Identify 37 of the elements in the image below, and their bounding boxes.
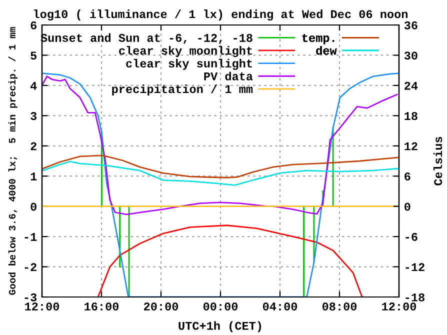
- legend-label: PV data: [204, 72, 253, 80]
- y-tick-label: 0: [30, 202, 36, 211]
- y-tick-label: 6: [30, 21, 36, 30]
- y-axis-title: Good below 3.6, 4000 lx; 5 min precip. / 1 mm: [8, 27, 18, 295]
- chart-title: log10 ( illuminance / 1 lx) ending at Wed Dec 06 noon: [34, 10, 408, 21]
- x-tick-label: 08:00: [322, 302, 357, 311]
- y2-axis-title: Celsius: [433, 136, 442, 186]
- y-tick-label: -2: [24, 263, 36, 272]
- x-tick-label: 16:00: [84, 302, 119, 311]
- x-tick-label: 04:00: [262, 302, 298, 311]
- legend-label: precipitation / 1 mm: [112, 84, 253, 96]
- y2-tick-label: 36: [404, 21, 418, 30]
- x-tick-label: 20:00: [144, 302, 178, 311]
- y2-tick-label: 18: [404, 112, 418, 120]
- legend-label: temp.: [302, 34, 334, 44]
- y-tick-label: 2: [30, 142, 36, 150]
- y-tick-label: -1: [24, 233, 37, 241]
- legend-label: dew: [316, 46, 337, 55]
- y2-tick-label: -18: [406, 293, 424, 302]
- y2-tick-label: -12: [406, 263, 424, 272]
- y2-tick-label: 12: [404, 142, 418, 150]
- x-tick-label: 12:00: [25, 302, 60, 311]
- y2-tick-label: 24: [404, 82, 418, 90]
- y2-tick-label: 30: [404, 52, 418, 60]
- y-tick-label: 4: [30, 82, 37, 90]
- y-tick-label: -3: [24, 293, 37, 302]
- legend-label: clear sky sunlight: [126, 58, 252, 70]
- y-tick-label: 3: [30, 112, 37, 120]
- y-tick-label: 5: [30, 52, 37, 60]
- x-axis-title: UTC+1h (CET): [178, 321, 262, 332]
- y2-tick-label: -6: [406, 232, 418, 241]
- legend-label: clear sky moonlight: [119, 46, 252, 58]
- y2-tick-label: 6: [404, 172, 410, 181]
- x-tick-label: 00:00: [203, 302, 238, 311]
- y-tick-label: 1: [30, 172, 37, 180]
- x-tick-label: 12:00: [382, 302, 416, 311]
- y2-tick-label: 0: [404, 202, 410, 211]
